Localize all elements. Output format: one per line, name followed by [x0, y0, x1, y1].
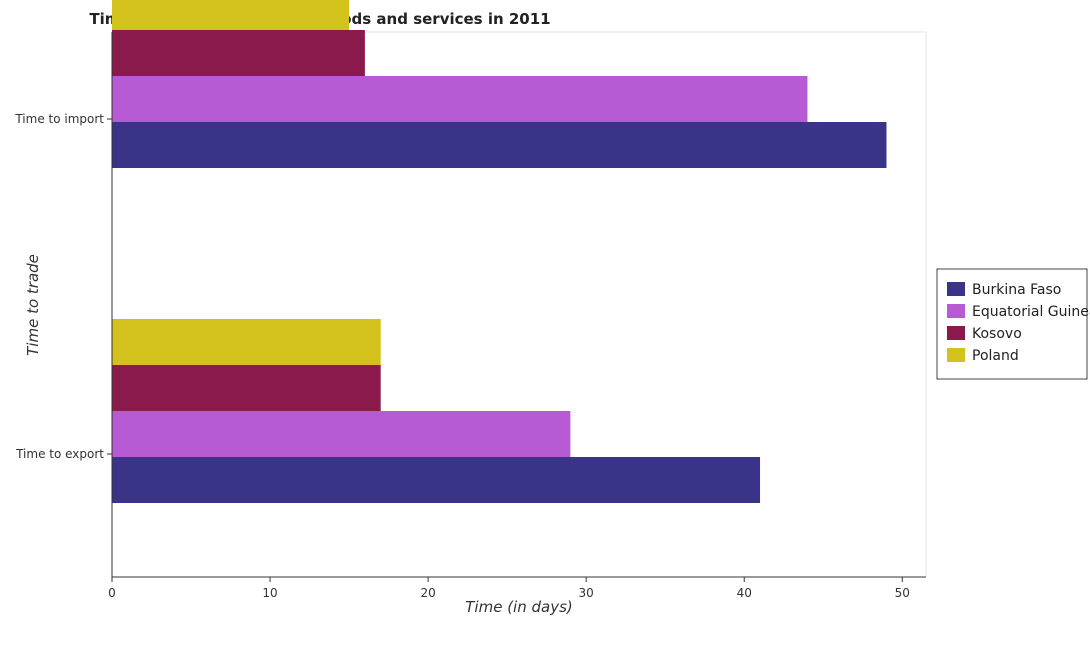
legend-label: Burkina Faso — [972, 282, 1061, 298]
x-tick-label: 20 — [420, 586, 435, 600]
x-tick-label: 0 — [108, 586, 116, 600]
bar-poland-time-to-import — [112, 0, 350, 30]
x-tick-label: 50 — [895, 586, 910, 600]
legend-swatch — [947, 326, 965, 340]
x-tick-label: 30 — [579, 586, 594, 600]
bar-kosovo-time-to-import — [112, 30, 365, 76]
legend-swatch — [947, 282, 965, 296]
category-labels-group: Time to export Time to import — [14, 112, 112, 461]
x-ticks-group: 0 10 20 30 40 50 — [108, 577, 910, 600]
legend-label: Equatorial Guinea — [972, 304, 1090, 320]
bar-poland-time-to-export — [112, 319, 381, 365]
legend-label: Poland — [972, 348, 1019, 364]
x-tick-label: 10 — [262, 586, 277, 600]
y-axis-label: Time to trade — [24, 254, 42, 356]
legend-swatch — [947, 348, 965, 362]
legend-swatch — [947, 304, 965, 318]
bar-equatorial-guinea-time-to-export — [112, 411, 571, 457]
bar-burkina-faso-time-to-export — [112, 457, 761, 503]
bar-kosovo-time-to-export — [112, 365, 381, 411]
legend-label: Kosovo — [972, 326, 1022, 342]
bar-equatorial-guinea-time-to-import — [112, 76, 808, 122]
legend: Burkina Faso Equatorial Guinea Kosovo Polan… — [936, 268, 1090, 380]
x-tick-label: 40 — [737, 586, 752, 600]
category-label: Time to export — [15, 447, 104, 461]
category-label: Time to import — [14, 112, 104, 126]
bars-group — [112, 0, 887, 503]
bar-burkina-faso-time-to-import — [112, 122, 887, 168]
x-axis-label: Time (in days) — [465, 598, 573, 616]
